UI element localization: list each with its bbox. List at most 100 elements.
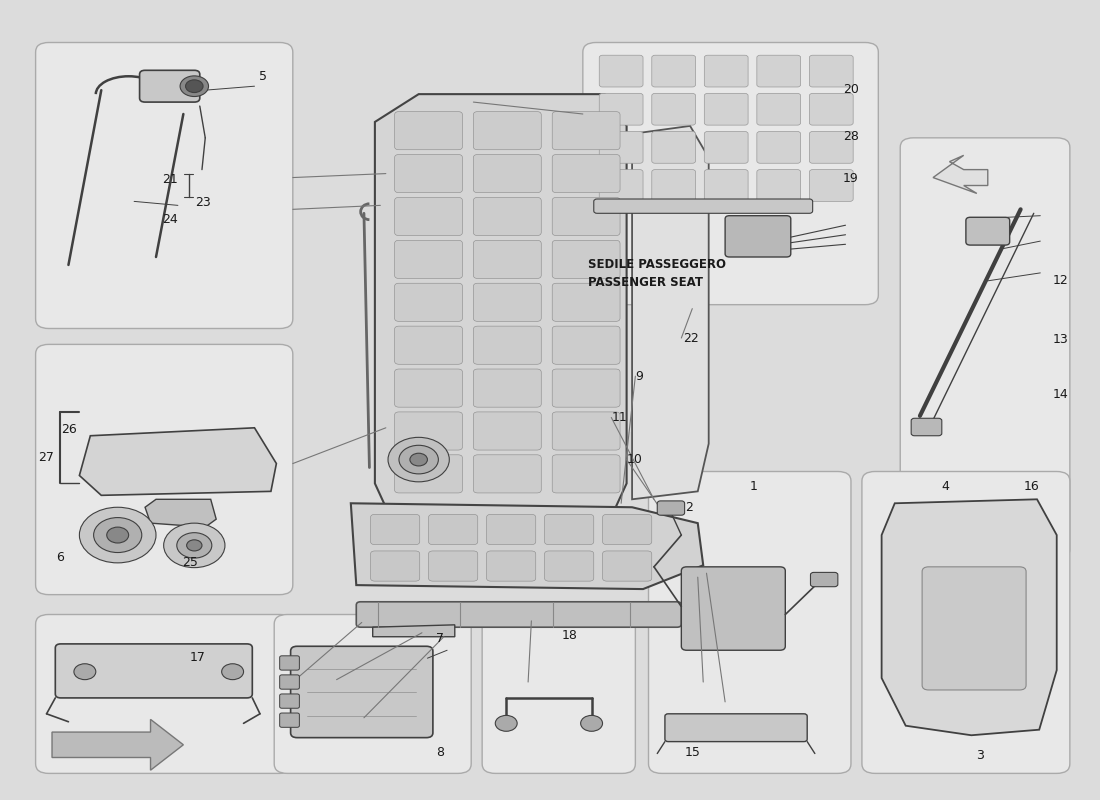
Circle shape [180,76,209,97]
FancyBboxPatch shape [603,514,652,545]
FancyBboxPatch shape [395,369,462,407]
Circle shape [186,80,204,93]
FancyBboxPatch shape [473,283,541,322]
FancyBboxPatch shape [395,326,462,364]
Text: 14: 14 [1053,388,1068,401]
FancyBboxPatch shape [552,198,620,235]
FancyBboxPatch shape [600,170,643,202]
FancyBboxPatch shape [552,326,620,364]
FancyBboxPatch shape [552,240,620,278]
FancyBboxPatch shape [681,567,785,650]
Text: 28: 28 [843,130,859,143]
FancyBboxPatch shape [552,455,620,493]
FancyBboxPatch shape [704,170,748,202]
FancyBboxPatch shape [473,240,541,278]
FancyBboxPatch shape [810,55,854,87]
Polygon shape [375,94,627,507]
Polygon shape [145,499,217,527]
FancyBboxPatch shape [603,551,652,581]
FancyBboxPatch shape [600,131,643,163]
Circle shape [94,518,142,553]
FancyBboxPatch shape [664,714,807,742]
FancyBboxPatch shape [486,551,536,581]
Text: 21: 21 [162,174,177,186]
FancyBboxPatch shape [911,418,942,436]
FancyBboxPatch shape [757,94,801,125]
FancyBboxPatch shape [658,501,684,515]
FancyBboxPatch shape [600,55,643,87]
FancyBboxPatch shape [810,94,854,125]
Text: PASSENGER SEAT: PASSENGER SEAT [588,276,703,289]
FancyBboxPatch shape [395,455,462,493]
FancyBboxPatch shape [371,551,420,581]
Text: 27: 27 [39,450,54,463]
FancyBboxPatch shape [552,369,620,407]
FancyBboxPatch shape [371,514,420,545]
FancyBboxPatch shape [35,344,293,594]
FancyBboxPatch shape [552,112,620,150]
Text: 26: 26 [62,423,77,436]
FancyBboxPatch shape [473,198,541,235]
FancyBboxPatch shape [473,112,541,150]
Text: 18: 18 [562,629,578,642]
FancyBboxPatch shape [704,94,748,125]
FancyBboxPatch shape [395,112,462,150]
FancyBboxPatch shape [356,602,681,627]
Text: 17: 17 [190,651,206,664]
Text: 15: 15 [685,746,701,758]
Text: 22: 22 [683,331,700,345]
Text: SEDILE PASSEGGERO: SEDILE PASSEGGERO [588,258,726,271]
FancyBboxPatch shape [279,675,299,689]
Circle shape [410,454,428,466]
FancyBboxPatch shape [704,55,748,87]
FancyBboxPatch shape [279,713,299,727]
FancyBboxPatch shape [552,154,620,193]
FancyBboxPatch shape [704,131,748,163]
FancyBboxPatch shape [290,646,433,738]
FancyBboxPatch shape [473,455,541,493]
Circle shape [107,527,129,543]
Polygon shape [373,625,454,637]
FancyBboxPatch shape [649,471,851,774]
FancyBboxPatch shape [395,198,462,235]
FancyBboxPatch shape [473,326,541,364]
Text: 12: 12 [1053,274,1068,287]
Circle shape [164,523,224,568]
Circle shape [177,533,212,558]
FancyBboxPatch shape [922,567,1026,690]
FancyBboxPatch shape [594,199,813,214]
Text: 4: 4 [940,480,949,493]
FancyBboxPatch shape [544,551,594,581]
FancyBboxPatch shape [652,55,695,87]
FancyBboxPatch shape [600,94,643,125]
Polygon shape [632,126,708,499]
Text: 10: 10 [627,453,642,466]
Text: 5: 5 [260,70,267,83]
FancyBboxPatch shape [35,42,293,329]
FancyBboxPatch shape [486,514,536,545]
FancyBboxPatch shape [966,218,1010,245]
FancyBboxPatch shape [482,614,636,774]
FancyBboxPatch shape [55,644,252,698]
FancyBboxPatch shape [900,138,1070,559]
FancyBboxPatch shape [395,412,462,450]
FancyBboxPatch shape [810,170,854,202]
Circle shape [222,664,243,680]
Text: 6: 6 [56,550,64,564]
FancyBboxPatch shape [429,514,477,545]
Polygon shape [52,719,184,770]
FancyBboxPatch shape [473,154,541,193]
FancyBboxPatch shape [544,514,594,545]
FancyBboxPatch shape [429,551,477,581]
Text: 16: 16 [1024,480,1040,493]
Text: 8: 8 [436,746,443,759]
Polygon shape [881,499,1057,735]
FancyBboxPatch shape [811,572,838,586]
FancyBboxPatch shape [757,131,801,163]
Text: 20: 20 [843,83,859,96]
FancyBboxPatch shape [583,42,878,305]
Text: 24: 24 [162,214,177,226]
FancyBboxPatch shape [862,471,1070,774]
Polygon shape [79,428,276,495]
FancyBboxPatch shape [652,170,695,202]
